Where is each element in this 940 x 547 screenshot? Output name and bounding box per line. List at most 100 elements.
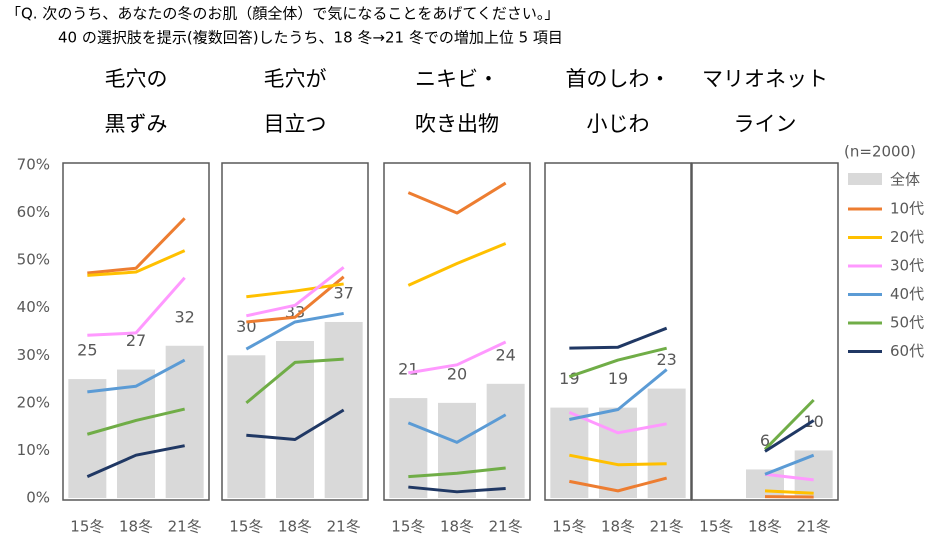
x-tick-label: 18冬 (440, 518, 474, 536)
y-tick-label: 40% (17, 298, 50, 316)
legend-label: 20代 (890, 228, 924, 246)
line-series (407, 413, 507, 444)
line-series (408, 340, 507, 375)
line-series (764, 453, 815, 476)
line-series (407, 181, 507, 215)
panel-frame (383, 162, 531, 501)
panel-frame (221, 162, 369, 501)
panel-frame (691, 162, 839, 501)
legend-swatch (848, 173, 882, 185)
chart-title: 「Q. 次のうち、あなたの冬のお肌（顔全体）で気になることをあげてください。」 (6, 5, 559, 23)
line-series (569, 368, 668, 421)
bar-value-label: 20 (447, 364, 467, 383)
line-series (408, 485, 506, 494)
line-series (763, 398, 815, 451)
bar-value-label: 25 (77, 341, 97, 360)
line-series (569, 476, 668, 493)
line-series (87, 249, 186, 277)
bar (276, 341, 314, 498)
line-series (86, 444, 185, 478)
y-tick-label: 10% (17, 441, 50, 459)
x-tick-label: 18冬 (601, 518, 635, 536)
bar (117, 369, 155, 498)
x-tick-label: 18冬 (748, 518, 782, 536)
panel-title: 毛穴が (264, 67, 327, 91)
bar (227, 355, 266, 498)
x-tick-label: 21冬 (489, 518, 523, 536)
line-series (87, 276, 186, 337)
line-series (569, 453, 667, 467)
bar-value-label: 19 (608, 369, 628, 388)
line-series (246, 408, 345, 441)
bar-value-label: 6 (760, 431, 770, 450)
bar-value-label: 23 (656, 350, 676, 369)
y-tick-label: 70% (17, 156, 50, 174)
x-tick-label: 15冬 (699, 518, 733, 536)
x-tick-label: 21冬 (650, 518, 684, 536)
y-tick-label: 20% (17, 393, 50, 411)
y-tick-label: 60% (17, 203, 50, 221)
panel-title: 首のしわ・ (566, 67, 671, 91)
panel-title: 吹き出物 (415, 112, 499, 136)
line-series (568, 346, 668, 379)
x-tick-label: 15冬 (391, 518, 425, 536)
line-series (87, 217, 186, 275)
line-series (407, 242, 507, 287)
bar (389, 398, 428, 498)
bar (794, 450, 833, 498)
x-tick-label: 15冬 (70, 518, 104, 536)
panel-frame (62, 162, 210, 501)
x-tick-label: 21冬 (327, 518, 361, 536)
line-series (87, 358, 186, 394)
line-series (245, 311, 344, 351)
x-tick-label: 18冬 (119, 518, 153, 536)
line-series (86, 407, 186, 436)
line-series (246, 275, 345, 324)
panel-frame (544, 162, 692, 501)
legend-label: 60代 (890, 342, 924, 360)
bar (647, 388, 686, 498)
line-series (245, 357, 344, 405)
bar (599, 407, 637, 498)
panel-title: 黒ずみ (105, 112, 168, 136)
y-tick-label: 0% (26, 489, 50, 507)
y-tick-label: 30% (17, 346, 50, 364)
legend-label: 30代 (890, 257, 924, 275)
bar-value-label: 37 (333, 283, 353, 302)
panel-title: ニキビ・ (415, 67, 499, 91)
line-series (764, 489, 814, 495)
line-series (568, 410, 667, 435)
bar (438, 402, 476, 498)
panel-title: ライン (734, 112, 797, 136)
bar (486, 383, 525, 498)
panel-title: 小じわ (587, 112, 650, 136)
line-series (246, 266, 345, 318)
panel-title: 目立つ (264, 112, 327, 136)
panel-title: 毛穴の (105, 67, 168, 91)
bar-value-label: 24 (495, 345, 515, 364)
bar-value-label: 30 (236, 317, 256, 336)
x-tick-label: 18冬 (278, 518, 312, 536)
x-tick-label: 21冬 (168, 518, 202, 536)
legend-label: 10代 (890, 200, 924, 218)
bar-value-label: 21 (398, 360, 418, 379)
bar (68, 379, 107, 498)
line-series (764, 472, 814, 482)
bar-value-label: 27 (126, 331, 146, 350)
line-series (408, 466, 506, 479)
legend-label: 全体 (890, 171, 920, 189)
y-tick-label: 50% (17, 251, 50, 269)
sample-note: (n=2000) (844, 143, 916, 161)
line-series (246, 282, 344, 299)
bar (165, 345, 204, 498)
x-tick-label: 15冬 (552, 518, 586, 536)
line-series (569, 326, 668, 350)
chart-subtitle: 40 の選択肢を提示(複数回答)したうち、18 冬→21 冬での増加上位 5 項… (58, 29, 563, 47)
legend-label: 40代 (890, 285, 924, 303)
bar-value-label: 19 (559, 369, 579, 388)
legend-label: 50代 (890, 314, 924, 332)
x-tick-label: 21冬 (797, 518, 831, 536)
bar-value-label: 32 (174, 307, 194, 326)
line-series (764, 419, 815, 453)
